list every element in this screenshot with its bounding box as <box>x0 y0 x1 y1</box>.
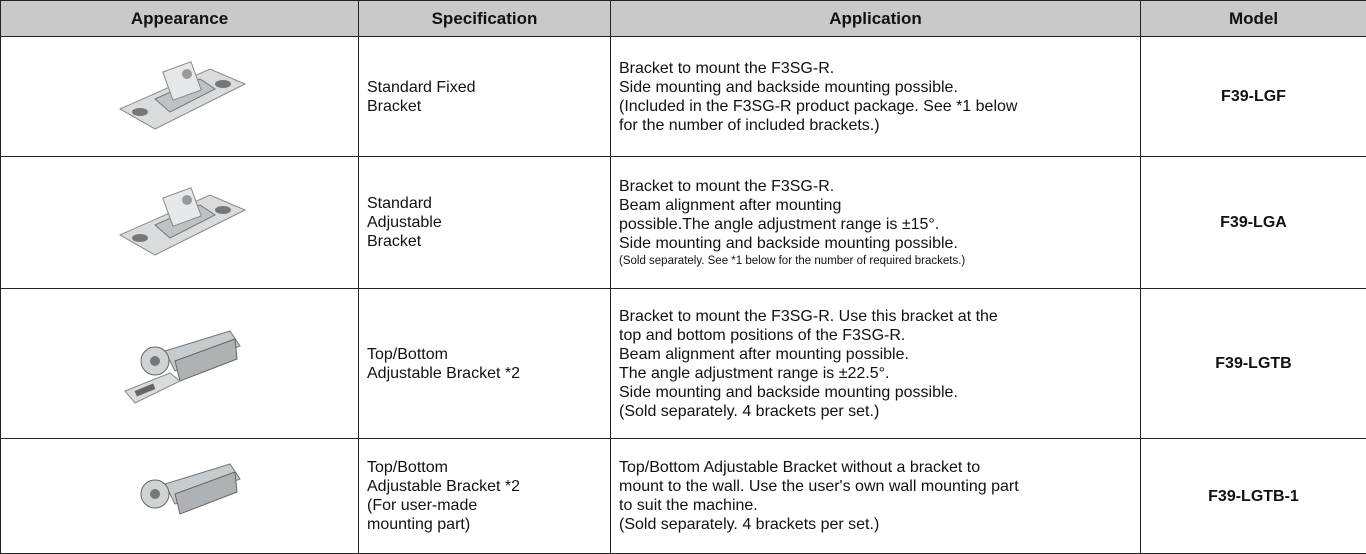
specification-line: mounting part) <box>367 516 471 533</box>
application-line: Bracket to mount the F3SG-R. <box>619 59 835 77</box>
table-row: Standard Adjustable Bracket Bracket to moun… <box>0 156 1366 289</box>
application-line: Top/Bottom Adjustable Bracket without a … <box>619 459 981 476</box>
specification-cell: Standard Fixed Bracket <box>358 36 611 157</box>
application-line: Bracket to mount the F3SG-R. <box>619 177 835 195</box>
application-cell: Bracket to mount the F3SG-R. Use this br… <box>610 288 1141 439</box>
model-cell: F39-LGTB-1 <box>1140 438 1366 554</box>
model-cell: F39-LGA <box>1140 156 1366 289</box>
specification-line: Adjustable <box>367 214 442 231</box>
column-header: Specification <box>358 0 611 37</box>
column-header: Appearance <box>0 0 359 37</box>
application-line: Side mounting and backside mounting poss… <box>619 383 958 401</box>
specification-line: Bracket <box>367 97 422 115</box>
specification-line: Adjustable Bracket *2 <box>367 478 520 495</box>
application-cell: Bracket to mount the F3SG-R. Side mountin… <box>610 36 1141 157</box>
column-header: Application <box>610 0 1141 37</box>
application-line: Side mounting and backside mounting poss… <box>619 234 958 252</box>
product-image <box>118 187 246 256</box>
specification-line: Bracket <box>367 233 422 250</box>
application-line: to suit the machine. <box>619 497 758 514</box>
application-line: (Included in the F3SG-R product package.… <box>619 97 1018 115</box>
application-line: mount to the wall. Use the user's own wa… <box>619 478 1019 495</box>
application-line: Bracket to mount the F3SG-R. Use this br… <box>619 307 998 325</box>
appearance-cell <box>0 438 359 554</box>
application-line: The angle adjustment range is ±22.5°. <box>619 364 890 382</box>
specification-cell: Standard Adjustable Bracket <box>358 156 611 289</box>
application-cell: Top/Bottom Adjustable Bracket without a … <box>610 438 1141 554</box>
application-cell: Bracket to mount the F3SG-R. Beam alignme… <box>610 156 1141 289</box>
application-line: Beam alignment after mounting possible. <box>619 345 909 363</box>
application-line: Side mounting and backside mounting poss… <box>619 78 958 96</box>
product-image <box>118 61 246 130</box>
appearance-cell <box>0 36 359 157</box>
table-row: Top/Bottom Adjustable Bracket *2 Bracket t… <box>0 288 1366 439</box>
product-image <box>140 462 241 515</box>
specification-line: Standard Fixed <box>367 78 476 96</box>
application-line: for the number of included brackets.) <box>619 116 880 134</box>
specification-cell: Top/Bottom Adjustable Bracket *2 (For user… <box>358 438 611 554</box>
model-cell: F39-LGF <box>1140 36 1366 157</box>
appearance-cell <box>0 156 359 289</box>
specification-cell: Top/Bottom Adjustable Bracket *2 <box>358 288 611 439</box>
specification-line: Standard <box>367 195 432 212</box>
specification-line: Top/Bottom <box>367 345 448 363</box>
application-line: top and bottom positions of the F3SG-R. <box>619 326 906 344</box>
application-line: (Sold separately. 4 brackets per set.) <box>619 402 880 420</box>
table-row: Standard Fixed Bracket Bracket to mount th… <box>0 36 1366 157</box>
specification-line: Top/Bottom <box>367 459 448 476</box>
appearance-cell <box>0 288 359 439</box>
specification-line: Adjustable Bracket *2 <box>367 364 520 382</box>
header-row: Appearance Specification Application Model <box>0 0 1366 37</box>
application-line: possible.The angle adjustment range is ±… <box>619 215 940 233</box>
specification-line: (For user-made <box>367 497 478 514</box>
application-line: (Sold separately. 4 brackets per set.) <box>619 516 880 533</box>
application-line: Beam alignment after mounting <box>619 196 842 214</box>
table-body: Standard Fixed Bracket Bracket to mount th… <box>0 36 1366 554</box>
table-row: Top/Bottom Adjustable Bracket *2 (For user… <box>0 438 1366 554</box>
application-line: (Sold separately. See *1 below for the n… <box>619 254 966 267</box>
model-cell: F39-LGTB <box>1140 288 1366 439</box>
product-image <box>123 330 241 404</box>
column-header: Model <box>1140 0 1366 37</box>
